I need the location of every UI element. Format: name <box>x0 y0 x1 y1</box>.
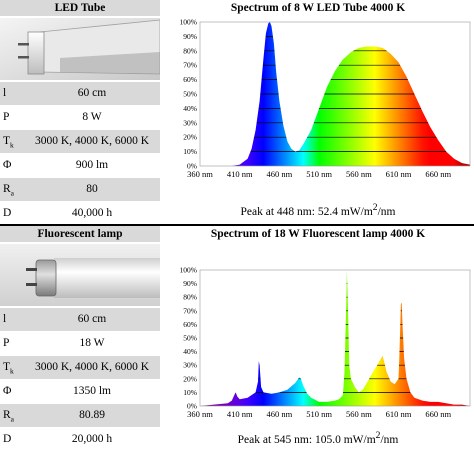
spec-value: 80 <box>86 183 98 195</box>
y-tick-label: 90% <box>183 32 197 41</box>
spec-symbol: Ra <box>3 409 15 424</box>
y-tick-label: 20% <box>183 133 197 142</box>
spec-value: 3000 K, 4000 K, 6000 K <box>34 361 150 373</box>
y-tick-label: 80% <box>183 46 197 55</box>
x-tick-label: 510 nm <box>306 409 332 419</box>
led-spectrum-chart: 100% 90% 80% 70% 60% 50% 40% 30% 20% 10% 0% 360 nm 4… <box>162 18 474 224</box>
y-tick-label: 50% <box>183 334 197 343</box>
fluorescent-peak-note: Peak at 545 nm: 105.0 mW/m2/nm <box>237 430 399 446</box>
spec-row-color-rendering: Ra 80 <box>0 178 160 202</box>
spec-row-lifetime: D 40,000 h <box>0 202 160 226</box>
spec-value: 60 cm <box>77 313 107 325</box>
y-tick-label: 0% <box>187 402 197 411</box>
y-tick-label: 40% <box>183 104 197 113</box>
spec-value: 20,000 h <box>71 433 113 445</box>
x-tick-label: 610 nm <box>386 409 412 419</box>
panel-divider <box>0 224 474 226</box>
y-tick-label: 70% <box>183 306 197 315</box>
x-tick-label: 460 nm <box>267 409 293 419</box>
x-tick-label: 510 nm <box>306 169 332 179</box>
plot-frame <box>199 21 471 167</box>
spec-row-power: P 8 W <box>0 106 160 130</box>
spec-value: 60 cm <box>77 87 107 99</box>
fluorescent-spectrum-chart: 100% 90% 80% 70% 60% 50% 40% 30% 20% 10% 0% 360 nm 4… <box>162 244 474 450</box>
y-tick-label: 60% <box>183 320 197 329</box>
fluorescent-lamp-title: Fluorescent lamp <box>0 226 160 242</box>
led-tube-panel: LED Tube Spectrum of 8 W LED Tube 4000 K… <box>0 0 474 226</box>
spec-symbol: Tk <box>3 135 14 150</box>
spec-row-luminous-flux: Φ 900 lm <box>0 154 160 178</box>
x-tick-label: 560 nm <box>346 409 372 419</box>
y-tick-label: 50% <box>183 90 197 99</box>
x-tick-label: 660 nm <box>425 169 451 179</box>
x-tick-label: 460 nm <box>267 169 293 179</box>
y-tick-label: 100% <box>180 266 198 275</box>
x-tick-label: 610 nm <box>386 169 412 179</box>
spec-row-color-temperature: Tk 3000 K, 4000 K, 6000 K <box>0 356 160 380</box>
spec-value: 80.89 <box>79 409 105 421</box>
y-tick-label: 60% <box>183 75 197 84</box>
spec-value: 40,000 h <box>71 207 113 219</box>
y-tick-label: 20% <box>183 374 197 383</box>
spec-symbol: Ra <box>3 183 15 198</box>
spec-row-lifetime: D 20,000 h <box>0 428 160 452</box>
spec-symbol: Φ <box>3 385 12 397</box>
led-spectrum-title: Spectrum of 8 W LED Tube 4000 K <box>162 0 474 16</box>
fluorescent-spectrum-title: Spectrum of 18 W Fluorescent lamp 4000 K <box>162 226 474 242</box>
y-tick-label: 0% <box>187 162 197 171</box>
spec-value: 1350 lm <box>72 385 111 397</box>
fluorescent-lamp-panel: Fluorescent lamp Spectrum of 18 W Fluore… <box>0 226 474 453</box>
spec-row-color-rendering: Ra 80.89 <box>0 404 160 428</box>
spec-value: 900 lm <box>75 159 109 171</box>
spec-row-length: l 60 cm <box>0 308 160 332</box>
spectrum-curve <box>200 270 470 406</box>
fluorescent-lamp-specs: l 60 cm P 18 W Tk 3000 K, 4000 K, 6000 K… <box>0 308 160 452</box>
spec-value: 18 W <box>79 337 105 349</box>
x-tick-label: 360 nm <box>187 409 213 419</box>
y-tick-label: 30% <box>183 361 197 370</box>
led-tube-specs: l 60 cm P 8 W Tk 3000 K, 4000 K, 6000 K … <box>0 82 160 226</box>
spec-row-luminous-flux: Φ 1350 lm <box>0 380 160 404</box>
x-tick-label: 360 nm <box>187 169 213 179</box>
x-tick-label: 410 nm <box>227 169 253 179</box>
led-spectrum-svg: 100% 90% 80% 70% 60% 50% 40% 30% 20% 10% 0%360 nm 4… <box>180 18 471 179</box>
spec-row-length: l 60 cm <box>0 82 160 106</box>
spec-value: 8 W <box>82 111 102 123</box>
led-tube-photo <box>0 18 160 80</box>
fluorescent-lamp-photo <box>0 244 160 306</box>
spec-symbol: D <box>3 207 12 219</box>
y-tick-label: 10% <box>183 388 197 397</box>
led-tube-title: LED Tube <box>0 0 160 16</box>
spec-symbol: P <box>3 337 10 349</box>
y-tick-label: 100% <box>180 18 198 27</box>
y-tick-label: 10% <box>183 147 197 156</box>
spec-row-color-temperature: Tk 3000 K, 4000 K, 6000 K <box>0 130 160 154</box>
y-tick-label: 80% <box>183 293 197 302</box>
led-peak-note: Peak at 448 nm: 52.4 mW/m2/nm <box>240 202 396 218</box>
spec-symbol: l <box>3 87 7 99</box>
x-tick-label: 560 nm <box>346 169 372 179</box>
spec-symbol: l <box>3 313 7 325</box>
y-tick-label: 40% <box>183 347 197 356</box>
x-tick-label: 660 nm <box>425 409 451 419</box>
spec-value: 3000 K, 4000 K, 6000 K <box>34 135 150 147</box>
fluorescent-spectrum-svg: 100% 90% 80% 70% 60% 50% 40% 30% 20% 10% 0%360 nm 4… <box>180 266 471 419</box>
y-tick-label: 70% <box>183 61 197 70</box>
y-tick-label: 30% <box>183 118 197 127</box>
spec-symbol: Tk <box>3 361 14 376</box>
plot-frame <box>199 269 471 407</box>
spec-symbol: Φ <box>3 159 12 171</box>
spectrum-curve <box>200 22 470 166</box>
spec-symbol: D <box>3 433 12 445</box>
spec-symbol: P <box>3 111 10 123</box>
y-tick-label: 90% <box>183 279 197 288</box>
spec-row-power: P 18 W <box>0 332 160 356</box>
x-tick-label: 410 nm <box>227 409 253 419</box>
